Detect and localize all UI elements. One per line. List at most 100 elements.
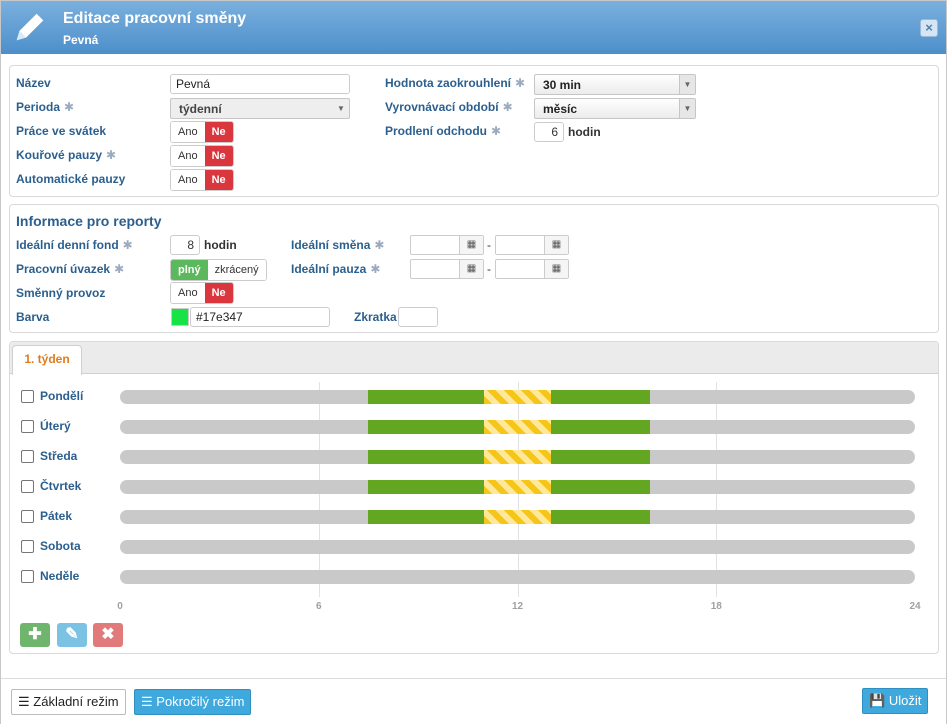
- advanced-mode-label: Pokročilý režim: [156, 694, 245, 709]
- nazev-label: Název: [16, 76, 51, 90]
- uvazek-toggle[interactable]: plný zkrácený: [170, 259, 267, 281]
- zaokrouhleni-label: Hodnota zaokrouhlení ✱: [385, 76, 526, 90]
- uvazek-zkraceny[interactable]: zkrácený: [207, 260, 266, 280]
- day-checkbox[interactable]: [21, 570, 34, 583]
- day-label: Pátek: [40, 509, 73, 523]
- barva-input[interactable]: #17e347: [190, 307, 330, 327]
- color-swatch[interactable]: [171, 308, 189, 326]
- day-timeline-bar[interactable]: [120, 420, 915, 434]
- prodleni-input[interactable]: 6: [534, 122, 564, 142]
- day-timeline-bar[interactable]: [120, 480, 915, 494]
- required-icon: ✱: [114, 262, 125, 276]
- x-tick-label: 24: [909, 601, 921, 612]
- required-icon: ✱: [370, 262, 381, 276]
- zkratka-input[interactable]: [398, 307, 438, 327]
- save-button[interactable]: 💾 Uložit: [862, 688, 929, 714]
- work-segment[interactable]: [368, 480, 485, 494]
- required-icon: ✱: [491, 124, 502, 138]
- auto-toggle[interactable]: Ano Ne: [170, 169, 234, 191]
- pause-segment[interactable]: [484, 450, 551, 464]
- work-segment[interactable]: [550, 390, 650, 404]
- reports-title: Informace pro reporty: [16, 213, 162, 229]
- chevron-down-icon: ▼: [679, 99, 695, 118]
- add-button[interactable]: ✚: [20, 623, 50, 647]
- fond-input[interactable]: 8: [170, 235, 200, 255]
- x-tick-label: 0: [117, 601, 123, 612]
- work-segment[interactable]: [368, 390, 485, 404]
- vyrovnavaci-select[interactable]: měsíc ▼: [534, 98, 696, 119]
- pause-segment[interactable]: [484, 390, 551, 404]
- svatek-ne[interactable]: Ne: [204, 122, 233, 142]
- day-checkbox[interactable]: [21, 480, 34, 493]
- auto-ano[interactable]: Ano: [171, 170, 205, 190]
- work-segment[interactable]: [368, 450, 485, 464]
- nazev-input[interactable]: Pevná: [170, 74, 350, 94]
- perioda-label: Perioda ✱: [16, 100, 75, 114]
- uvazek-label: Pracovní úvazek ✱: [16, 262, 125, 276]
- prodleni-unit: hodin: [568, 125, 601, 139]
- pauza-dash: -: [487, 262, 491, 276]
- required-icon: ✱: [502, 100, 513, 114]
- provoz-ano[interactable]: Ano: [171, 283, 205, 303]
- work-segment[interactable]: [550, 420, 650, 434]
- prodleni-label: Prodlení odchodu ✱: [385, 124, 502, 138]
- day-label: Neděle: [40, 569, 80, 583]
- zaokrouhleni-select[interactable]: 30 min ▼: [534, 74, 696, 95]
- svatek-ano[interactable]: Ano: [171, 122, 205, 142]
- work-segment[interactable]: [550, 450, 650, 464]
- pause-segment[interactable]: [484, 480, 551, 494]
- advanced-mode-button[interactable]: ☰ Pokročilý režim: [134, 689, 252, 715]
- calendar-icon[interactable]: ▦: [544, 260, 568, 278]
- basic-mode-label: Základní režim: [33, 694, 119, 709]
- calendar-icon[interactable]: ▦: [459, 260, 483, 278]
- delete-button[interactable]: ✖: [93, 623, 123, 647]
- uvazek-plny[interactable]: plný: [171, 260, 208, 280]
- day-label: Středa: [40, 449, 78, 463]
- day-checkbox[interactable]: [21, 420, 34, 433]
- work-segment[interactable]: [368, 510, 485, 524]
- work-segment[interactable]: [550, 480, 650, 494]
- kourove-ne[interactable]: Ne: [204, 146, 233, 166]
- calendar-icon[interactable]: ▦: [544, 236, 568, 254]
- pauza-to-input[interactable]: ▦: [495, 259, 569, 279]
- day-timeline-bar[interactable]: [120, 540, 915, 554]
- auto-ne[interactable]: Ne: [204, 170, 233, 190]
- day-checkbox[interactable]: [21, 390, 34, 403]
- edit-button[interactable]: ✎: [57, 623, 87, 647]
- fond-label: Ideální denní fond ✱: [16, 238, 133, 252]
- day-checkbox[interactable]: [21, 540, 34, 553]
- chevron-down-icon: ▼: [337, 104, 345, 113]
- smena-from-input[interactable]: ▦: [410, 235, 484, 255]
- kourove-toggle[interactable]: Ano Ne: [170, 145, 234, 167]
- perioda-select: týdenní ▼: [170, 98, 350, 119]
- x-tick-label: 18: [710, 601, 722, 612]
- pauza-from-input[interactable]: ▦: [410, 259, 484, 279]
- provoz-label: Směnný provoz: [16, 286, 106, 300]
- kourove-label: Kouřové pauzy ✱: [16, 148, 117, 162]
- day-checkbox[interactable]: [21, 510, 34, 523]
- day-timeline-bar[interactable]: [120, 450, 915, 464]
- basic-mode-button[interactable]: ☰ Základní režim: [11, 689, 126, 715]
- auto-label: Automatické pauzy: [16, 172, 126, 186]
- pause-segment[interactable]: [484, 510, 551, 524]
- close-button[interactable]: ×: [920, 19, 938, 37]
- kourove-ano[interactable]: Ano: [171, 146, 205, 166]
- work-segment[interactable]: [368, 420, 485, 434]
- smena-dash: -: [487, 238, 491, 252]
- day-timeline-bar[interactable]: [120, 510, 915, 524]
- pause-segment[interactable]: [484, 420, 551, 434]
- day-timeline-bar[interactable]: [120, 390, 915, 404]
- provoz-ne[interactable]: Ne: [204, 283, 233, 303]
- svatek-toggle[interactable]: Ano Ne: [170, 121, 234, 143]
- week-tabs: 1. týden: [10, 342, 938, 375]
- day-checkbox[interactable]: [21, 450, 34, 463]
- work-segment[interactable]: [550, 510, 650, 524]
- tab-week-1[interactable]: 1. týden: [12, 345, 82, 375]
- fond-unit: hodin: [204, 238, 237, 252]
- day-timeline-bar[interactable]: [120, 570, 915, 584]
- provoz-toggle[interactable]: Ano Ne: [170, 282, 234, 304]
- smena-to-input[interactable]: ▦: [495, 235, 569, 255]
- required-icon: ✱: [64, 100, 75, 114]
- calendar-icon[interactable]: ▦: [459, 236, 483, 254]
